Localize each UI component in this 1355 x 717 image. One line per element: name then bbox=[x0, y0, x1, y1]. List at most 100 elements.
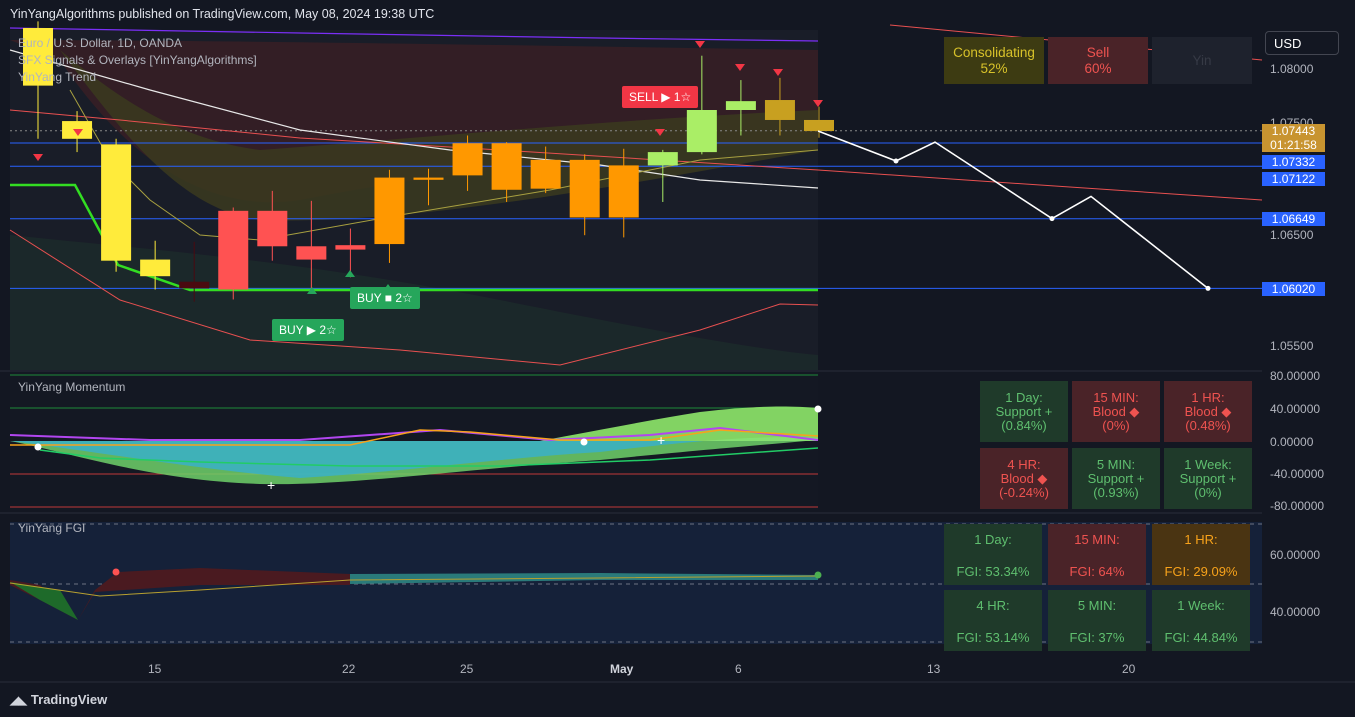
table-cell-text: (0.84%) bbox=[1001, 417, 1047, 433]
fgi-line bbox=[9, 575, 819, 597]
table-cell-text: 1 Day: bbox=[974, 532, 1012, 547]
time-axis-label: 20 bbox=[1122, 662, 1136, 676]
momentum-cell: 1 Week: Support + (0%) bbox=[1164, 448, 1252, 509]
moving-average-line bbox=[9, 49, 819, 189]
sell-marker bbox=[73, 129, 83, 136]
fgi-dot bbox=[112, 568, 120, 576]
candle-body bbox=[804, 119, 834, 132]
momentum-dot bbox=[34, 443, 42, 451]
fgi-axis-label: 40.00000 bbox=[1270, 605, 1321, 619]
candle-body bbox=[725, 101, 756, 110]
projection-node bbox=[1049, 216, 1055, 222]
momentum-axis-label: 80.00000 bbox=[1270, 369, 1321, 383]
countdown-timer: 01:21:58 bbox=[1270, 138, 1317, 152]
candle-body bbox=[491, 143, 522, 190]
level-price-tag: 1.07122 bbox=[1262, 172, 1325, 186]
time-axis-label: 25 bbox=[460, 662, 474, 676]
price-axis-label: 1.05500 bbox=[1270, 339, 1314, 353]
candle-body bbox=[101, 144, 132, 261]
publish-header: YinYangAlgorithms published on TradingVi… bbox=[10, 7, 435, 21]
resistance-line bbox=[9, 109, 1263, 201]
consolidation-cell: Sell 60% bbox=[1048, 37, 1148, 84]
table-cell-text: 15 MIN: bbox=[1074, 532, 1120, 547]
consolidation-cell: Yin bbox=[1152, 37, 1252, 84]
buy-marker bbox=[307, 287, 317, 294]
buy-signal-tag: BUY ■ 2☆ bbox=[350, 287, 420, 309]
table-cell-text: (-0.24%) bbox=[999, 484, 1049, 500]
table-cell-text: FGI: 64% bbox=[1069, 564, 1125, 579]
table-cell-text: 1 HR: bbox=[1184, 532, 1218, 547]
tradingview-icon: ◢◣ bbox=[10, 695, 27, 707]
table-cell-text: Consolidating bbox=[953, 44, 1035, 60]
momentum-dot bbox=[814, 405, 822, 413]
candle-body bbox=[530, 159, 561, 189]
table-cell-text: 5 MIN: bbox=[1077, 598, 1117, 613]
momentum-legend: YinYang Momentum bbox=[18, 380, 126, 394]
trend-legend: YinYang Trend bbox=[18, 70, 97, 84]
fgi-cell: 1 HR: FGI: 29.09% bbox=[1152, 524, 1250, 585]
sell-marker bbox=[695, 41, 705, 48]
level-price-tag: 1.07332 bbox=[1262, 155, 1325, 169]
price-axis-label: 1.06500 bbox=[1270, 228, 1314, 242]
tradingview-brand: TradingView bbox=[30, 692, 108, 707]
table-cell-text: 1 Day: bbox=[1005, 389, 1043, 405]
candle-body bbox=[413, 177, 444, 180]
candle-body bbox=[686, 109, 717, 153]
sell-marker bbox=[655, 129, 665, 136]
table-cell-text: 1 Week: bbox=[1177, 598, 1225, 613]
table-cell-text: FGI: 53.34% bbox=[956, 564, 1030, 579]
table-cell-text: Blood ◆ bbox=[1000, 470, 1048, 486]
table-cell-text: 4 HR: bbox=[1007, 456, 1041, 472]
fgi-cell: 1 Day: FGI: 53.34% bbox=[944, 524, 1042, 585]
fgi-cell: 15 MIN: FGI: 64% bbox=[1048, 524, 1146, 585]
fgi-cell: 4 HR: FGI: 53.14% bbox=[944, 590, 1042, 651]
buy-marker bbox=[345, 270, 355, 277]
current-price-value: 1.07443 bbox=[1271, 124, 1316, 138]
momentum-base-line bbox=[39, 447, 819, 467]
sell-marker bbox=[773, 69, 783, 76]
momentum-cell: 15 MIN: Blood ◆ (0%) bbox=[1072, 381, 1160, 442]
table-cell-text: (0%) bbox=[1194, 484, 1222, 500]
table-cell-text: 15 MIN: bbox=[1093, 389, 1139, 405]
time-axis-label: 6 bbox=[735, 662, 742, 676]
current-price-tag: 1.07443 01:21:58 bbox=[1262, 124, 1325, 152]
table-cell-text: Support + bbox=[995, 403, 1053, 419]
candle-body bbox=[179, 281, 210, 289]
currency-selector[interactable]: USD bbox=[1265, 31, 1339, 55]
table-cell-text: Sell bbox=[1086, 44, 1110, 60]
table-cell-text: Support + bbox=[1179, 470, 1237, 486]
table-cell-text: FGI: 29.09% bbox=[1164, 564, 1238, 579]
table-cell-text: 5 MIN: bbox=[1096, 456, 1136, 472]
consolidation-cell: Consolidating 52% bbox=[944, 37, 1044, 84]
momentum-cell: 1 Day: Support + (0.84%) bbox=[980, 381, 1068, 442]
sell-marker bbox=[735, 64, 745, 71]
fgi-red-area bbox=[10, 568, 350, 620]
lower-band-line bbox=[9, 229, 819, 366]
tradingview-logo: ◢◣ TradingView bbox=[10, 692, 107, 707]
momentum-cell: 1 HR: Blood ◆ (0.48%) bbox=[1164, 381, 1252, 442]
table-cell-text: FGI: 44.84% bbox=[1164, 630, 1238, 645]
fgi-dot bbox=[814, 571, 822, 579]
candle-body bbox=[335, 245, 366, 250]
table-cell-text: 52% bbox=[980, 60, 1008, 76]
table-cell-text: 60% bbox=[1084, 60, 1112, 76]
level-price-tag: 1.06649 bbox=[1262, 212, 1325, 226]
time-axis-label: 22 bbox=[342, 662, 356, 676]
fgi-cell: 5 MIN: FGI: 37% bbox=[1048, 590, 1146, 651]
table-cell-text: Support + bbox=[1087, 470, 1145, 486]
table-cell-text: (0%) bbox=[1102, 417, 1130, 433]
table-cell-text: FGI: 53.14% bbox=[956, 630, 1030, 645]
time-axis-label: 13 bbox=[927, 662, 941, 676]
momentum-signal-line bbox=[10, 429, 819, 446]
candle-body bbox=[23, 28, 53, 86]
buy-signal-tag: BUY ▶ 2☆ bbox=[272, 319, 344, 341]
projection-node bbox=[1205, 285, 1211, 291]
time-axis-label: 15 bbox=[148, 662, 162, 676]
price-axis-label: 1.08000 bbox=[1270, 62, 1314, 76]
momentum-axis-label: 40.00000 bbox=[1270, 402, 1321, 416]
sell-marker bbox=[813, 100, 823, 107]
projection-node bbox=[893, 158, 899, 164]
symbol-legend: Euro / U.S. Dollar, 1D, OANDA bbox=[18, 36, 183, 50]
candle-body bbox=[218, 210, 249, 290]
momentum-blue-area bbox=[10, 437, 818, 478]
